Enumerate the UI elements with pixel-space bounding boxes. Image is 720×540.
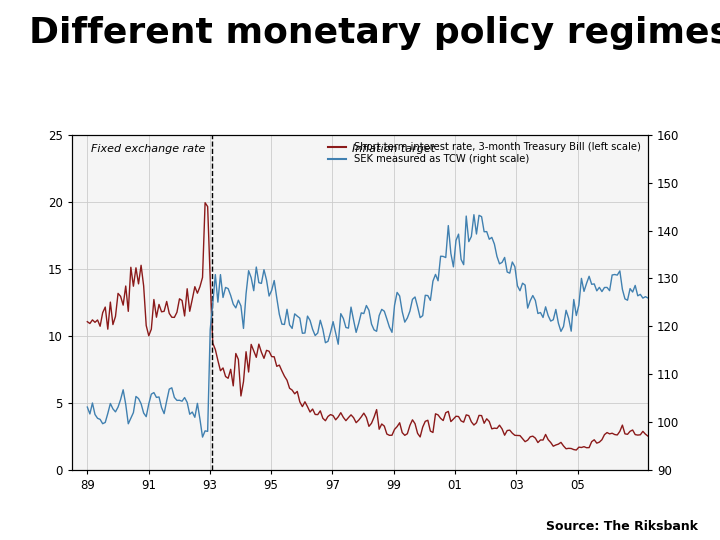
- Text: Source: The Riksbank: Source: The Riksbank: [546, 520, 698, 533]
- Text: SVERIGES
RIKSBANK: SVERIGES RIKSBANK: [648, 67, 688, 80]
- Text: Inflation target: Inflation target: [352, 144, 436, 154]
- Text: Fixed exchange rate: Fixed exchange rate: [91, 144, 206, 154]
- Legend: Short term interest rate, 3-month Treasury Bill (left scale), SEK measured as TC: Short term interest rate, 3-month Treasu…: [326, 140, 643, 166]
- Text: Different monetary policy regimes: Different monetary policy regimes: [29, 16, 720, 50]
